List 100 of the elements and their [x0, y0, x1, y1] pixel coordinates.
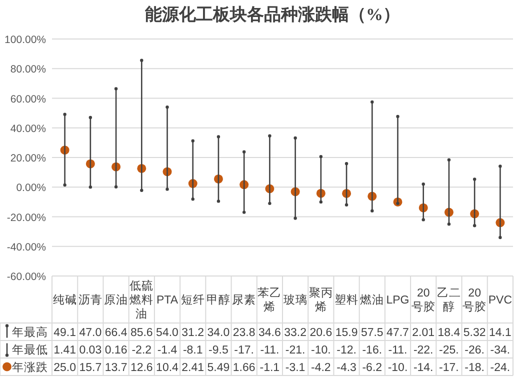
data-label: -10.: [311, 344, 331, 356]
point: [447, 222, 451, 226]
point: [191, 139, 194, 143]
x-tick-label: PTA: [156, 294, 178, 306]
point: [472, 178, 476, 181]
x-tick-label: 苯乙烯: [258, 286, 282, 314]
data-label: -1.4: [157, 344, 178, 356]
data-label: -10.: [388, 362, 408, 374]
data-label: -25.: [439, 344, 459, 356]
data-label: 15.7: [79, 362, 102, 374]
data-label: -17.: [234, 344, 254, 356]
data-label: -12.: [336, 344, 356, 356]
data-label: 5.49: [207, 362, 230, 374]
point: [166, 188, 169, 191]
point: [242, 150, 246, 154]
data-label: -3.1: [285, 362, 306, 374]
point: [114, 185, 118, 188]
data-label: 0.16: [104, 344, 128, 356]
point: [166, 106, 169, 109]
x-tick-label: 乙二醇: [436, 286, 461, 314]
point: [319, 200, 323, 204]
data-label: 47.0: [79, 326, 102, 339]
y-tick-label: 80.00%: [10, 64, 46, 76]
data-label: -6.2: [362, 362, 382, 374]
point: [140, 188, 144, 192]
data-label: 25.0: [54, 362, 76, 374]
data-label: 66.4: [104, 326, 128, 339]
point: [422, 182, 425, 186]
point: [370, 100, 374, 104]
data-label: -16.: [362, 344, 382, 356]
data-label: -11.: [260, 344, 280, 356]
y-tick-label: -40.00%: [6, 241, 46, 254]
data-label: -4.3: [336, 362, 356, 374]
data-label: 0.03: [79, 344, 102, 356]
point: [396, 114, 400, 118]
point: [498, 164, 502, 168]
y-tick-label: 0.00%: [16, 182, 46, 194]
point: [268, 202, 272, 206]
point: [447, 158, 451, 162]
data-label: -24.: [490, 362, 510, 374]
data-label: 57.5: [360, 326, 384, 339]
point: [319, 155, 323, 158]
data-label: 13.7: [104, 362, 128, 374]
point: [422, 218, 425, 222]
data-label: 47.7: [386, 326, 409, 339]
data-label: 2.41: [182, 362, 204, 374]
data-label: 10.4: [156, 362, 180, 374]
data-label: 34.0: [207, 326, 230, 339]
point: [294, 216, 297, 220]
y-tick-label: 20.00%: [10, 152, 46, 164]
x-tick-label: 20号胶: [411, 288, 436, 314]
y-tick-label: 40.00%: [10, 122, 46, 135]
point: [63, 183, 66, 187]
point: [88, 185, 92, 189]
data-label: 12.6: [130, 362, 153, 374]
x-tick-label: 沥青: [78, 294, 102, 306]
point: [140, 58, 144, 62]
x-tick-label: 甲醇: [206, 292, 230, 306]
y-tick-label: -20.00%: [6, 212, 46, 224]
data-label: -9.5: [208, 344, 228, 356]
data-label: -8.1: [182, 344, 203, 356]
data-label: 1.41: [54, 344, 76, 356]
data-label: 18.4: [438, 326, 461, 339]
title: 能源化工板块各品种涨跌幅（%）: [145, 5, 400, 24]
point: [216, 200, 220, 203]
point: [344, 203, 348, 206]
data-label: -17.: [439, 362, 459, 374]
point: [63, 112, 66, 116]
data-label: -14.: [413, 362, 434, 374]
legend-label: 年最低: [12, 343, 48, 356]
data-label: -4.2: [311, 362, 331, 374]
point: [114, 87, 118, 90]
x-tick-label: 尿素: [232, 294, 256, 306]
x-tick-label: 燃油: [360, 294, 384, 306]
y-tick-label: -60.00%: [6, 271, 46, 283]
x-tick-label: 纯碱: [52, 294, 77, 306]
data-label: -11.: [388, 344, 408, 356]
data-label: 31.2: [182, 326, 204, 339]
x-tick-label: 塑料: [334, 292, 359, 306]
x-tick-label: 原油: [104, 294, 128, 306]
data-label: 15.9: [335, 326, 358, 339]
data-label: -22.: [413, 344, 434, 356]
data-label: 1.66: [232, 362, 256, 374]
point: [472, 224, 476, 228]
data-label: 33.2: [284, 326, 306, 339]
data-label: 2.01: [412, 326, 435, 339]
data-label: -26.: [464, 344, 484, 356]
x-tick-label: 低硫燃料油: [130, 278, 154, 320]
point: [216, 135, 220, 138]
y-tick-label: 100.00%: [4, 34, 46, 46]
data-label: -21.: [285, 344, 306, 356]
x-tick-label: PVC: [488, 294, 512, 306]
point: [268, 134, 272, 138]
x-tick-label: 短纤: [180, 294, 205, 306]
legend-label: 年最高: [12, 324, 48, 339]
point: [498, 236, 502, 240]
point: [294, 136, 297, 140]
x-tick-label: 20号胶: [462, 288, 487, 314]
data-label: 54.0: [156, 326, 178, 339]
point: [88, 116, 92, 120]
